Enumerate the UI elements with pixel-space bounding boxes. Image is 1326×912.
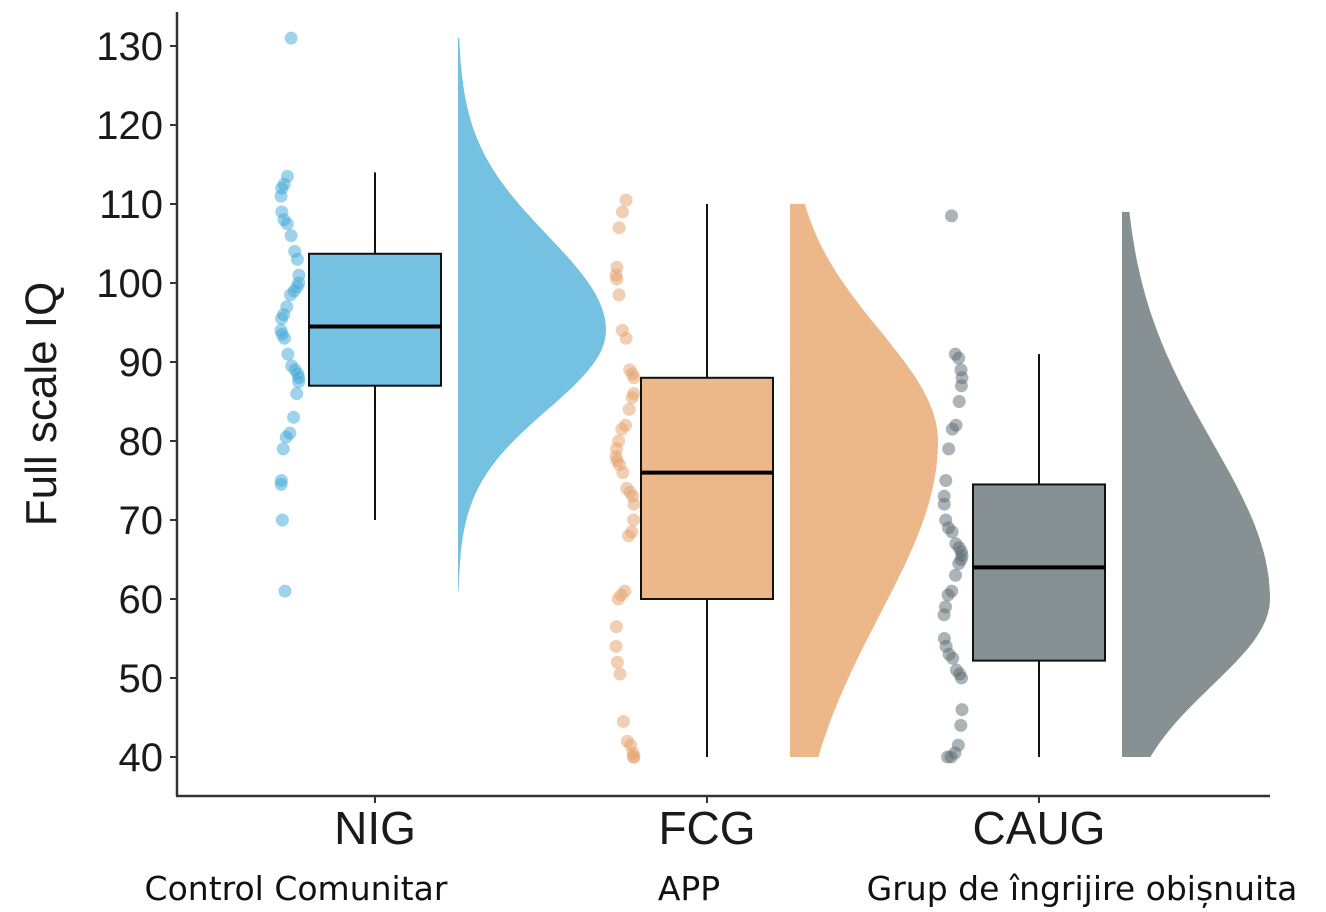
x-tick-label: FCG <box>658 802 755 854</box>
category-sublabel: Control Comunitar <box>145 869 448 908</box>
data-point <box>939 474 953 487</box>
density-cloud-caug <box>1122 211 1270 757</box>
y-tick-label: 70 <box>119 499 164 543</box>
data-point <box>952 395 966 408</box>
data-point <box>955 671 968 685</box>
x-tick-label: CAUG <box>973 802 1106 854</box>
data-point <box>626 750 640 764</box>
box-nig <box>308 252 442 387</box>
data-point <box>287 410 301 424</box>
data-point <box>284 229 298 243</box>
density-clouds <box>458 38 1270 757</box>
data-point <box>617 715 630 728</box>
data-point <box>954 718 968 732</box>
data-point <box>942 442 956 456</box>
category-sublabel: Grup de îngrijire obișnuita <box>867 869 1298 908</box>
data-point <box>609 639 623 653</box>
data-point <box>612 221 626 235</box>
data-point <box>290 387 304 401</box>
data-point <box>955 703 969 717</box>
data-point <box>622 402 636 416</box>
data-point <box>949 568 962 582</box>
box-fcg <box>640 376 774 600</box>
data-point <box>941 588 955 602</box>
data-point <box>274 189 288 203</box>
data-point <box>610 655 624 669</box>
y-tick-label: 100 <box>96 262 163 306</box>
category-sublabel: APP <box>658 869 720 908</box>
data-point <box>290 252 304 266</box>
data-point <box>615 205 629 219</box>
data-point <box>276 442 290 456</box>
data-point <box>941 750 955 764</box>
y-tick-label: 130 <box>96 25 163 69</box>
data-point <box>609 620 623 634</box>
data-point <box>292 375 306 389</box>
data-point <box>954 379 968 393</box>
y-tick-label: 60 <box>119 578 164 622</box>
data-point <box>284 288 297 302</box>
box-caug <box>972 483 1106 662</box>
data-point <box>937 608 951 622</box>
y-tick-label: 80 <box>119 420 164 464</box>
data-point <box>616 466 630 480</box>
data-point <box>611 592 625 606</box>
y-tick-label: 110 <box>99 183 163 227</box>
data-point <box>284 31 298 45</box>
data-point <box>945 209 958 223</box>
y-tick-label: 40 <box>119 736 164 780</box>
x-tick-label: NIG <box>334 802 416 854</box>
data-point <box>615 422 629 436</box>
data-point <box>610 272 624 286</box>
data-point <box>945 525 959 539</box>
data-point <box>952 351 966 365</box>
data-point <box>619 193 633 207</box>
data-point <box>278 584 292 598</box>
axes <box>175 12 1270 798</box>
y-ticks: 40 50 60 70 80 90 100 110 120 130 <box>96 25 177 780</box>
data-point <box>613 667 627 681</box>
data-point <box>275 513 289 527</box>
y-axis-title: Full scale IQ <box>17 282 66 527</box>
data-point <box>937 497 951 511</box>
data-point <box>619 331 633 345</box>
category-sublabels: Control Comunitar APP Grup de îngrijire ob… <box>145 869 1298 908</box>
data-point <box>627 497 641 511</box>
density-cloud-nig <box>458 38 606 592</box>
y-tick-label: 120 <box>96 104 163 148</box>
data-point <box>278 331 291 345</box>
data-point <box>275 312 289 326</box>
data-point <box>279 430 293 444</box>
data-point <box>945 422 959 436</box>
data-point <box>946 651 960 665</box>
data-points <box>274 31 969 764</box>
boxplots <box>308 172 1106 757</box>
data-point <box>627 513 641 527</box>
data-point <box>281 347 295 361</box>
density-cloud-fcg <box>790 204 938 757</box>
data-point <box>612 288 626 302</box>
data-point <box>625 391 639 405</box>
x-category-labels: NIG FCG CAUG <box>334 796 1105 854</box>
data-point <box>627 371 641 385</box>
y-tick-label: 90 <box>119 341 164 385</box>
y-tick-label: 50 <box>119 657 164 701</box>
data-point <box>622 529 636 543</box>
data-point <box>274 477 288 491</box>
data-point <box>280 217 294 231</box>
data-point <box>952 557 966 570</box>
